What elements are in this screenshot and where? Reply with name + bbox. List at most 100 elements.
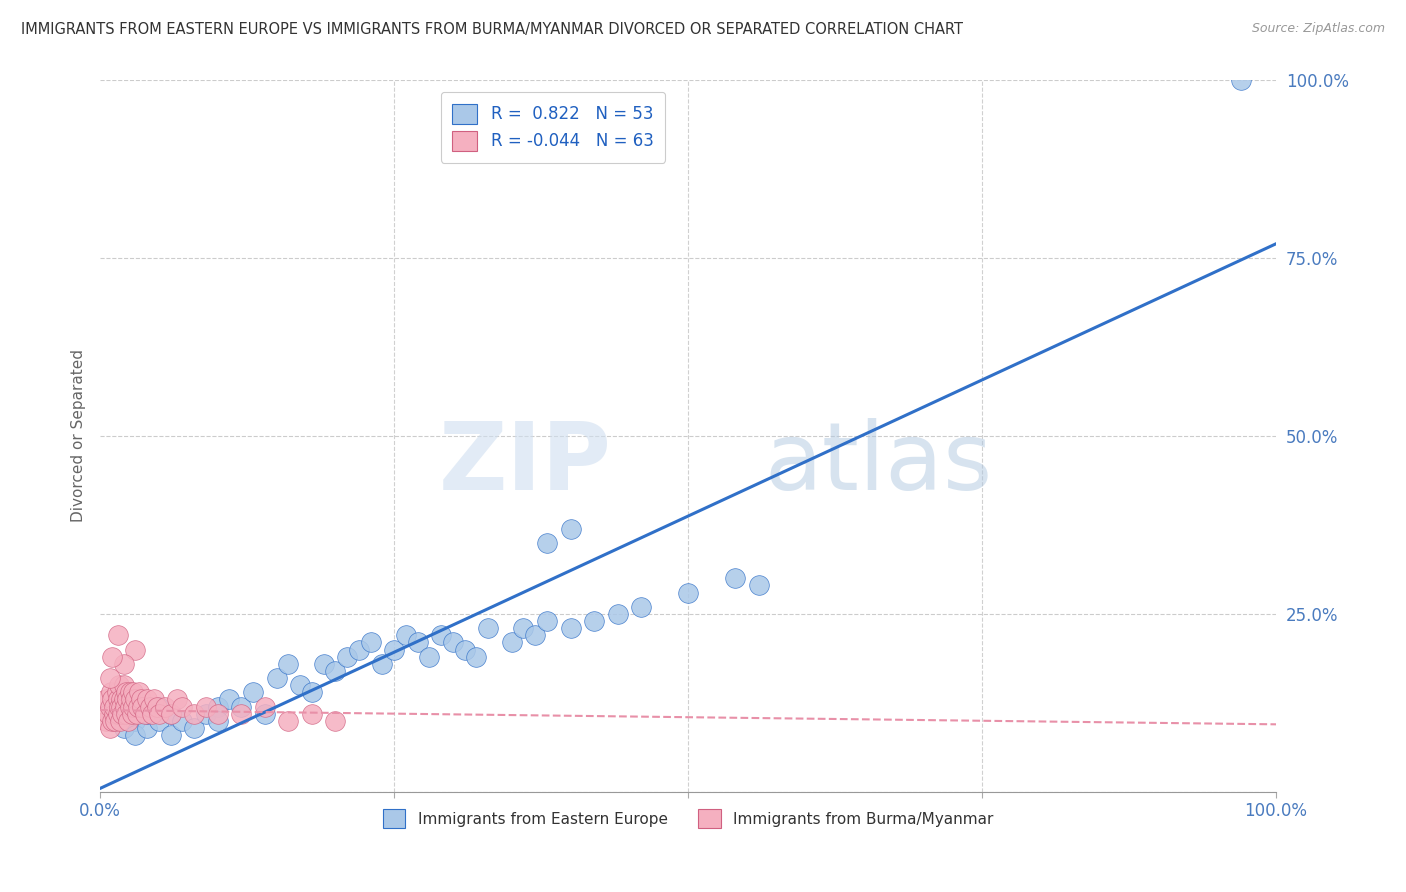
Point	[288, 678, 311, 692]
Point	[748, 578, 770, 592]
Point	[136, 692, 159, 706]
Point	[724, 571, 747, 585]
Point	[136, 721, 159, 735]
Point	[218, 692, 240, 706]
Point	[441, 635, 464, 649]
Point	[194, 706, 217, 721]
Point	[323, 664, 346, 678]
Point	[103, 699, 125, 714]
Point	[465, 649, 488, 664]
Point	[136, 706, 159, 721]
Point	[231, 706, 253, 721]
Point	[406, 635, 429, 649]
Text: IMMIGRANTS FROM EASTERN EUROPE VS IMMIGRANTS FROM BURMA/MYANMAR DIVORCED OR SEPA: IMMIGRANTS FROM EASTERN EUROPE VS IMMIGR…	[21, 22, 963, 37]
Point	[536, 614, 558, 628]
Point	[112, 657, 135, 671]
Point	[207, 699, 229, 714]
Point	[112, 699, 135, 714]
Point	[111, 706, 134, 721]
Point	[148, 699, 170, 714]
Point	[560, 522, 582, 536]
Point	[125, 706, 148, 721]
Point	[118, 685, 141, 699]
Point	[120, 692, 142, 706]
Point	[101, 714, 124, 728]
Point	[183, 706, 205, 721]
Y-axis label: Divorced or Separated: Divorced or Separated	[72, 350, 86, 523]
Point	[512, 621, 534, 635]
Point	[141, 706, 163, 721]
Point	[159, 706, 181, 721]
Point	[108, 678, 131, 692]
Point	[124, 714, 146, 728]
Point	[382, 642, 405, 657]
Point	[172, 699, 194, 714]
Point	[148, 706, 170, 721]
Text: atlas: atlas	[765, 418, 993, 510]
Text: ZIP: ZIP	[439, 418, 612, 510]
Point	[124, 642, 146, 657]
Point	[124, 692, 146, 706]
Point	[207, 714, 229, 728]
Point	[231, 699, 253, 714]
Point	[242, 685, 264, 699]
Point	[536, 535, 558, 549]
Point	[477, 621, 499, 635]
Point	[112, 678, 135, 692]
Point	[336, 649, 359, 664]
Point	[159, 706, 181, 721]
Point	[127, 699, 149, 714]
Point	[253, 699, 276, 714]
Point	[124, 728, 146, 742]
Point	[94, 714, 117, 728]
Point	[138, 699, 160, 714]
Point	[676, 585, 699, 599]
Point	[115, 706, 138, 721]
Point	[430, 628, 453, 642]
Point	[583, 614, 606, 628]
Point	[110, 692, 132, 706]
Point	[277, 657, 299, 671]
Point	[301, 685, 323, 699]
Point	[501, 635, 523, 649]
Point	[630, 599, 652, 614]
Point	[1230, 73, 1253, 87]
Point	[560, 621, 582, 635]
Legend: Immigrants from Eastern Europe, Immigrants from Burma/Myanmar: Immigrants from Eastern Europe, Immigran…	[377, 804, 1000, 834]
Point	[606, 607, 628, 621]
Point	[128, 685, 150, 699]
Point	[347, 642, 370, 657]
Point	[277, 714, 299, 728]
Point	[266, 671, 288, 685]
Point	[97, 706, 120, 721]
Point	[101, 692, 124, 706]
Point	[183, 721, 205, 735]
Point	[323, 714, 346, 728]
Point	[121, 706, 143, 721]
Point	[418, 649, 440, 664]
Point	[98, 721, 121, 735]
Point	[453, 642, 475, 657]
Point	[253, 706, 276, 721]
Point	[301, 706, 323, 721]
Point	[107, 628, 129, 642]
Point	[207, 706, 229, 721]
Point	[101, 706, 124, 721]
Point	[122, 685, 145, 699]
Point	[114, 699, 136, 714]
Point	[122, 699, 145, 714]
Point	[312, 657, 335, 671]
Point	[194, 699, 217, 714]
Point	[105, 685, 128, 699]
Point	[129, 692, 152, 706]
Point	[148, 714, 170, 728]
Point	[108, 714, 131, 728]
Point	[100, 685, 122, 699]
Point	[98, 671, 121, 685]
Point	[134, 706, 156, 721]
Point	[143, 692, 166, 706]
Point	[131, 699, 153, 714]
Point	[108, 699, 131, 714]
Point	[112, 721, 135, 735]
Point	[104, 714, 127, 728]
